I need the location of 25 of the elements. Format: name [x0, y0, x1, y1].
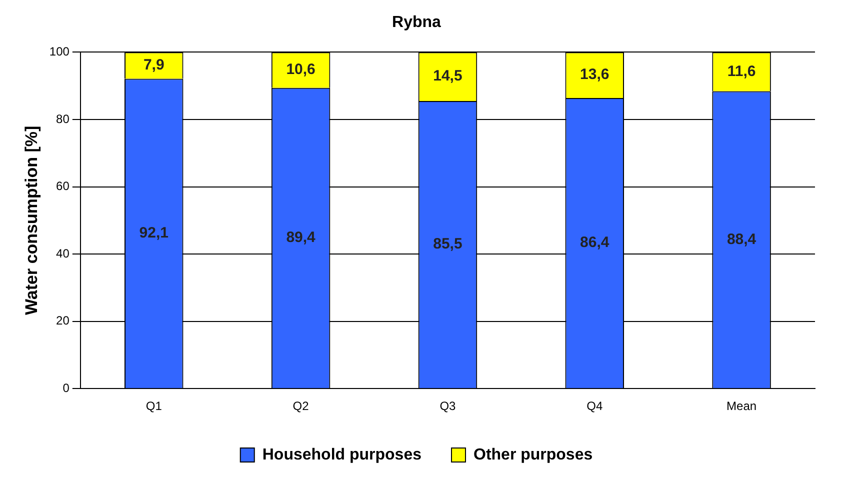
x-tick-label: Q3: [440, 399, 456, 414]
y-tick-label: 100: [49, 44, 70, 59]
data-label: 13,6: [580, 66, 610, 84]
y-tick-label: 40: [56, 246, 70, 260]
y-tick-label: 60: [56, 179, 70, 194]
data-label: 10,6: [286, 61, 316, 78]
legend-label: Other purposes: [473, 446, 593, 464]
x-tick-label: Q2: [292, 399, 310, 414]
y-tick-label: 0: [62, 380, 70, 395]
data-label: 86,4: [580, 234, 610, 252]
legend-label: Household purposes: [262, 446, 422, 464]
data-label: 11,6: [727, 62, 756, 80]
x-tick-label: Mean: [726, 399, 757, 414]
data-label: 85,5: [433, 236, 462, 253]
x-tick-label: Q1: [146, 399, 162, 414]
chart-title: Rybna: [392, 14, 442, 32]
data-label: 14,5: [433, 68, 462, 85]
data-label: 88,4: [726, 230, 757, 248]
y-axis-title: Water consumption [%]: [22, 126, 41, 315]
data-label: 7,9: [143, 56, 164, 74]
x-tick-label: Q4: [586, 399, 603, 414]
y-tick-label: 20: [56, 314, 70, 328]
data-label: 92,1: [139, 224, 168, 242]
y-tick-label: 80: [56, 112, 70, 126]
data-label: 89,4: [286, 229, 316, 246]
